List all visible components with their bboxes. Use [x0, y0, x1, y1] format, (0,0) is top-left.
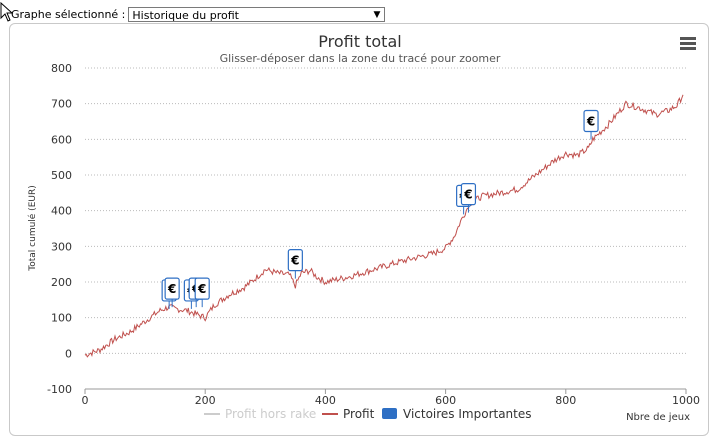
chart-menu-icon[interactable] — [680, 37, 696, 51]
chart-container — [9, 23, 709, 436]
mouse-cursor-icon — [0, 1, 14, 26]
graph-select-dropdown[interactable]: Historique du profit ▼ — [128, 6, 386, 22]
graph-select-value: Historique du profit — [132, 8, 239, 22]
graph-selector-label: Graphe sélectionné : — [11, 7, 126, 21]
graph-selector-row: Graphe sélectionné : Historique du profi… — [0, 5, 386, 23]
dropdown-arrow-icon: ▼ — [373, 9, 381, 20]
